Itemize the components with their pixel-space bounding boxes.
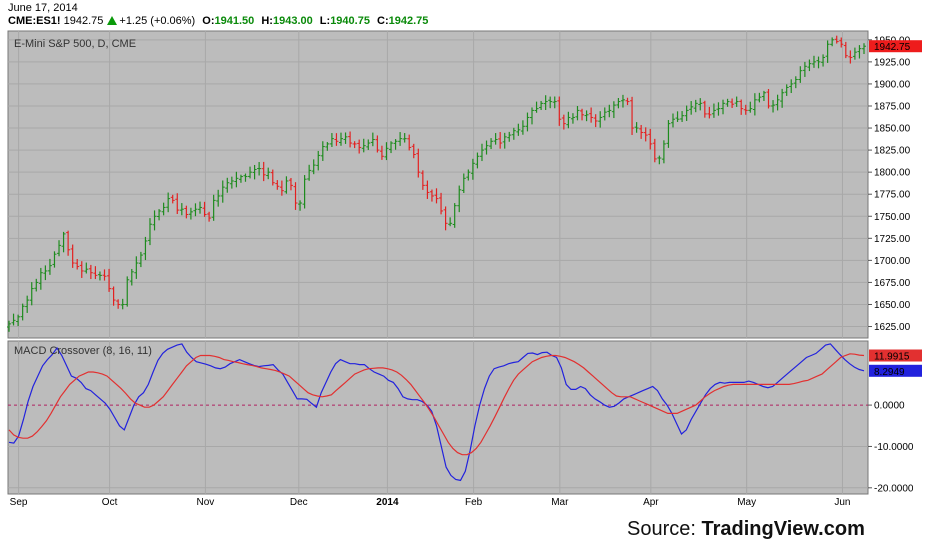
price-tick-label: 1925.00	[874, 57, 911, 68]
macd-lines	[8, 343, 865, 482]
macd-value-tag	[869, 364, 922, 377]
x-tick-label: May	[737, 497, 756, 508]
price-tick-label: 1900.00	[874, 79, 911, 90]
price-tick-label: 1650.00	[874, 300, 911, 311]
price-tick-label: 1875.00	[874, 101, 911, 112]
close-label: C:	[377, 15, 389, 27]
price-bars	[7, 35, 866, 332]
macd-tick-label: 0.0000	[874, 401, 905, 412]
up-triangle-icon	[107, 16, 118, 25]
price-tick-label: 1850.00	[874, 124, 911, 135]
price-tick-label: 1750.00	[874, 212, 911, 223]
price-tick-label: 1775.00	[874, 190, 911, 201]
quote-bar: CME:ES1! 1942.75 +1.25 (+0.06%) O:1941.50…	[8, 15, 428, 27]
last-price-tag	[869, 40, 922, 53]
price-tick-label: 1825.00	[874, 146, 911, 157]
last-price-tag-label: 1942.75	[874, 42, 911, 53]
x-tick-label: Mar	[551, 497, 569, 508]
x-tick-label: Jun	[834, 497, 850, 508]
chart-date: June 17, 2014	[8, 2, 78, 14]
high-value: 1943.00	[272, 15, 313, 27]
signal-line	[8, 353, 865, 456]
x-tick-label: Sep	[10, 497, 28, 508]
signal-value-tag-label: 11.9915	[874, 352, 910, 363]
macd-tick-label: -10.0000	[874, 442, 914, 453]
source-prefix: Source:	[627, 518, 702, 540]
price-tick-label: 1725.00	[874, 234, 911, 245]
open-label: O:	[202, 15, 215, 27]
x-tick-label: Dec	[290, 497, 308, 508]
macd-value-tag-label: 8.2949	[874, 367, 905, 378]
macd-line	[8, 343, 865, 482]
price-change: +1.25 (+0.06%)	[119, 15, 196, 27]
price-tick-label: 1625.00	[874, 322, 911, 333]
price-tick-label: 1675.00	[874, 278, 911, 289]
price-tick-label: 1700.00	[874, 256, 911, 267]
close-value: 1942.75	[388, 15, 429, 27]
x-tick-label: Feb	[465, 497, 483, 508]
symbol-label[interactable]: CME:ES1!	[8, 15, 61, 27]
grid-lines	[8, 31, 868, 494]
macd-panel[interactable]	[7, 340, 869, 495]
macd-panel-title: MACD Crossover (8, 16, 11)	[14, 345, 152, 357]
open-value: 1941.50	[214, 15, 255, 27]
source-brand: TradingView.com	[701, 518, 865, 540]
x-tick-label: Apr	[643, 497, 659, 508]
price-panel-title: E-Mini S&P 500, D, CME	[14, 38, 136, 50]
source-credit: Source: TradingView.com	[627, 518, 865, 541]
chart-canvas[interactable]: 1625.00 1650.00 1675.00 1700.00 1725.00 1750.…	[0, 0, 932, 512]
low-label: L:	[319, 15, 331, 27]
x-tick-label: Oct	[102, 497, 118, 508]
x-tick-label: 2014	[376, 497, 399, 508]
low-value: 1940.75	[330, 15, 370, 27]
x-tick-label: Nov	[196, 497, 214, 508]
last-price: 1942.75	[63, 15, 104, 27]
price-panel[interactable]	[7, 30, 869, 339]
axis-labels: 1625.00 1650.00 1675.00 1700.00 1725.00 1750.…	[10, 35, 922, 508]
high-label: H:	[261, 15, 273, 27]
signal-value-tag	[869, 349, 922, 362]
price-tick-label: 1800.00	[874, 168, 911, 179]
macd-tick-label: -20.0000	[874, 483, 914, 494]
